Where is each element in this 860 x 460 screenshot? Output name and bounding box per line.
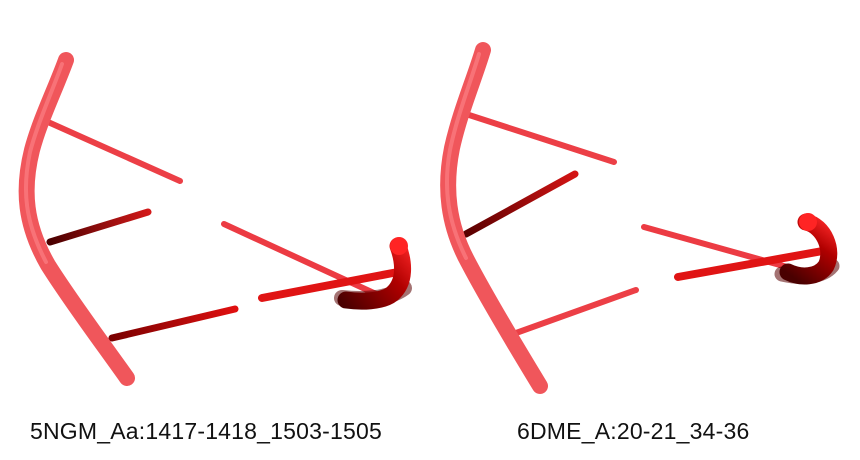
backbone-highlight xyxy=(444,52,481,260)
base-rod-middle xyxy=(462,170,579,238)
base-rod-bottom xyxy=(108,305,239,342)
loop-end-cap xyxy=(799,213,817,231)
structure-label-left: 5NGM_Aa:1417-1418_1503-1505 xyxy=(30,418,382,444)
base-rod-top xyxy=(463,111,617,165)
loop-rod-bright xyxy=(258,268,402,302)
loop-rod-bright xyxy=(674,246,832,281)
rna-structure-left xyxy=(18,52,412,386)
structure-panel-right: 6DME_A:20-21_34-36 xyxy=(430,0,860,460)
base-rod-middle xyxy=(46,208,152,246)
structure-label-right: 6DME_A:20-21_34-36 xyxy=(517,418,750,444)
loop-turn xyxy=(779,213,838,285)
backbone-strand xyxy=(18,52,135,386)
base-rod-bottom xyxy=(513,287,639,336)
loop-end-cap xyxy=(390,237,408,255)
loop-turn xyxy=(337,237,411,310)
base-rod-top xyxy=(45,119,183,184)
rna-structure-right xyxy=(440,42,840,394)
structure-panel-left: 5NGM_Aa:1417-1418_1503-1505 xyxy=(18,52,412,444)
backbone-highlight xyxy=(23,62,64,264)
